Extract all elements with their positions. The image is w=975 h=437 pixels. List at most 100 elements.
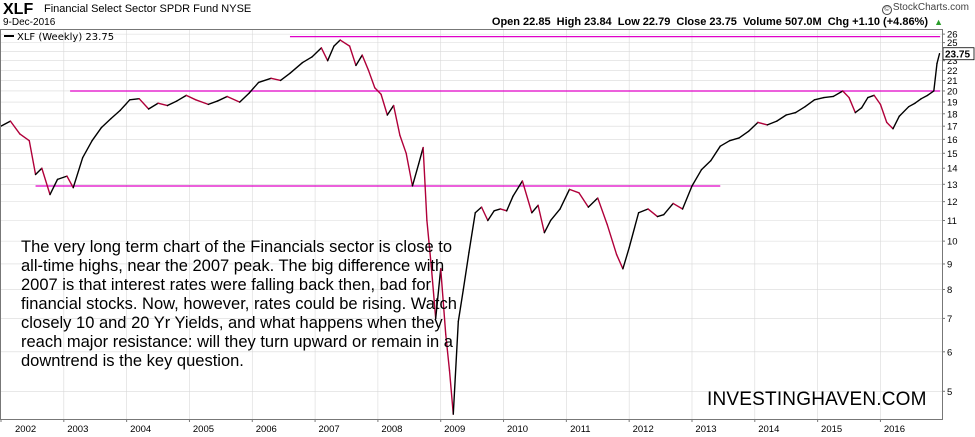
price-segment xyxy=(386,104,395,116)
price-segment xyxy=(794,105,806,114)
price-segment xyxy=(333,39,341,47)
plot-frame xyxy=(0,29,943,420)
y-tick-label: 8 xyxy=(947,285,952,296)
y-tick-label: 21 xyxy=(947,76,958,87)
x-tick-label: 2008 xyxy=(381,424,402,435)
price-segment xyxy=(832,90,844,98)
y-tick-label: 18 xyxy=(947,109,958,120)
price-segment xyxy=(418,146,424,165)
price-segment xyxy=(195,99,209,106)
price-segment xyxy=(926,90,935,97)
price-segment xyxy=(637,208,649,214)
price-segment xyxy=(487,210,495,222)
price-series xyxy=(0,39,941,415)
x-tick-label: 2002 xyxy=(15,424,36,435)
grid-lines xyxy=(1,30,942,419)
high-value: High 23.84 xyxy=(556,16,612,28)
price-segment xyxy=(9,120,21,135)
chart-date: 9-Dec-2016 xyxy=(3,17,56,28)
price-segment xyxy=(91,126,103,142)
price-segment xyxy=(886,121,894,130)
y-tick-label: 22 xyxy=(947,66,958,77)
price-segment xyxy=(879,103,888,124)
y-tick-label: 11 xyxy=(947,216,957,227)
price-segment xyxy=(361,54,370,72)
ohlc-readout: Open 22.85 High 23.84 Low 22.79 Close 23… xyxy=(489,16,943,28)
price-segment xyxy=(348,45,357,67)
price-segment xyxy=(597,197,608,226)
price-segment xyxy=(587,197,599,208)
price-segment xyxy=(374,87,382,95)
price-segment xyxy=(129,97,140,101)
price-segment xyxy=(628,212,640,249)
price-segment xyxy=(785,111,797,116)
price-segment xyxy=(474,206,483,214)
y-tick-label: 10 xyxy=(947,237,958,248)
x-tick-label: 2004 xyxy=(130,424,151,435)
price-segment xyxy=(110,109,122,120)
price-segment xyxy=(257,77,272,84)
price-segment xyxy=(848,96,857,114)
price-segment xyxy=(157,102,169,107)
price-segment xyxy=(422,146,428,222)
price-segment xyxy=(681,185,693,210)
price-segment xyxy=(367,69,376,89)
brand-link[interactable]: © StockCharts.com xyxy=(881,2,969,15)
price-segment xyxy=(147,102,159,110)
price-segment xyxy=(339,39,351,47)
price-segment xyxy=(176,94,188,102)
price-segment xyxy=(873,94,882,106)
price-segment xyxy=(747,121,759,133)
symbol-title: XLF xyxy=(3,1,34,18)
price-segment xyxy=(448,369,454,415)
x-tick-label: 2010 xyxy=(507,424,528,435)
price-segment xyxy=(842,90,850,99)
price-segment xyxy=(728,137,740,142)
price-segment xyxy=(549,208,561,222)
price-segment xyxy=(100,117,112,129)
price-segment xyxy=(606,223,618,256)
y-tick-label: 12 xyxy=(947,197,958,208)
price-segment xyxy=(898,105,910,117)
price-segment xyxy=(326,45,335,62)
price-segment xyxy=(440,268,447,336)
x-tick-label: 2003 xyxy=(67,424,88,435)
price-segment xyxy=(493,208,502,212)
price-segment xyxy=(521,180,533,214)
price-segment xyxy=(279,72,291,82)
price-segment xyxy=(867,94,875,99)
y-tick-label: 7 xyxy=(947,314,952,325)
volume-value: Volume 507.0M xyxy=(743,16,822,28)
price-segment xyxy=(663,202,674,216)
price-segment xyxy=(311,47,323,58)
price-segment xyxy=(320,47,329,62)
fund-name: Financial Select Sector SPDR Fund NYSE xyxy=(44,3,252,15)
y-tick-label: 16 xyxy=(947,135,958,146)
close-value: Close 23.75 xyxy=(676,16,737,28)
price-segment xyxy=(426,219,432,268)
x-tick-label: 2013 xyxy=(695,424,716,435)
x-tick-label: 2009 xyxy=(444,424,465,435)
price-segment xyxy=(19,133,30,142)
watermark: INVESTINGHAVEN.COM xyxy=(707,389,927,410)
y-tick-label: 17 xyxy=(947,122,958,133)
price-segment xyxy=(226,95,241,103)
legend-label: XLF (Weekly) 23.75 xyxy=(17,32,115,43)
price-segment xyxy=(854,107,863,114)
price-segment xyxy=(710,145,721,162)
price-segment xyxy=(531,204,539,214)
price-segment xyxy=(28,139,37,176)
price-segment xyxy=(248,81,260,94)
price-segment xyxy=(757,121,769,126)
price-segment xyxy=(66,175,74,189)
y-tick-label: 19 xyxy=(947,98,958,109)
price-segment xyxy=(823,95,835,99)
y-tick-label: 14 xyxy=(947,164,958,175)
price-segment xyxy=(914,97,922,104)
price-segment xyxy=(434,268,442,320)
change-value: Chg +1.10 (+4.86%) xyxy=(827,16,929,28)
last-price-marker: 23.75 xyxy=(942,47,975,61)
chart-header: XLF Financial Select Sector SPDR Fund NY… xyxy=(0,0,975,30)
price-segment xyxy=(239,92,250,103)
